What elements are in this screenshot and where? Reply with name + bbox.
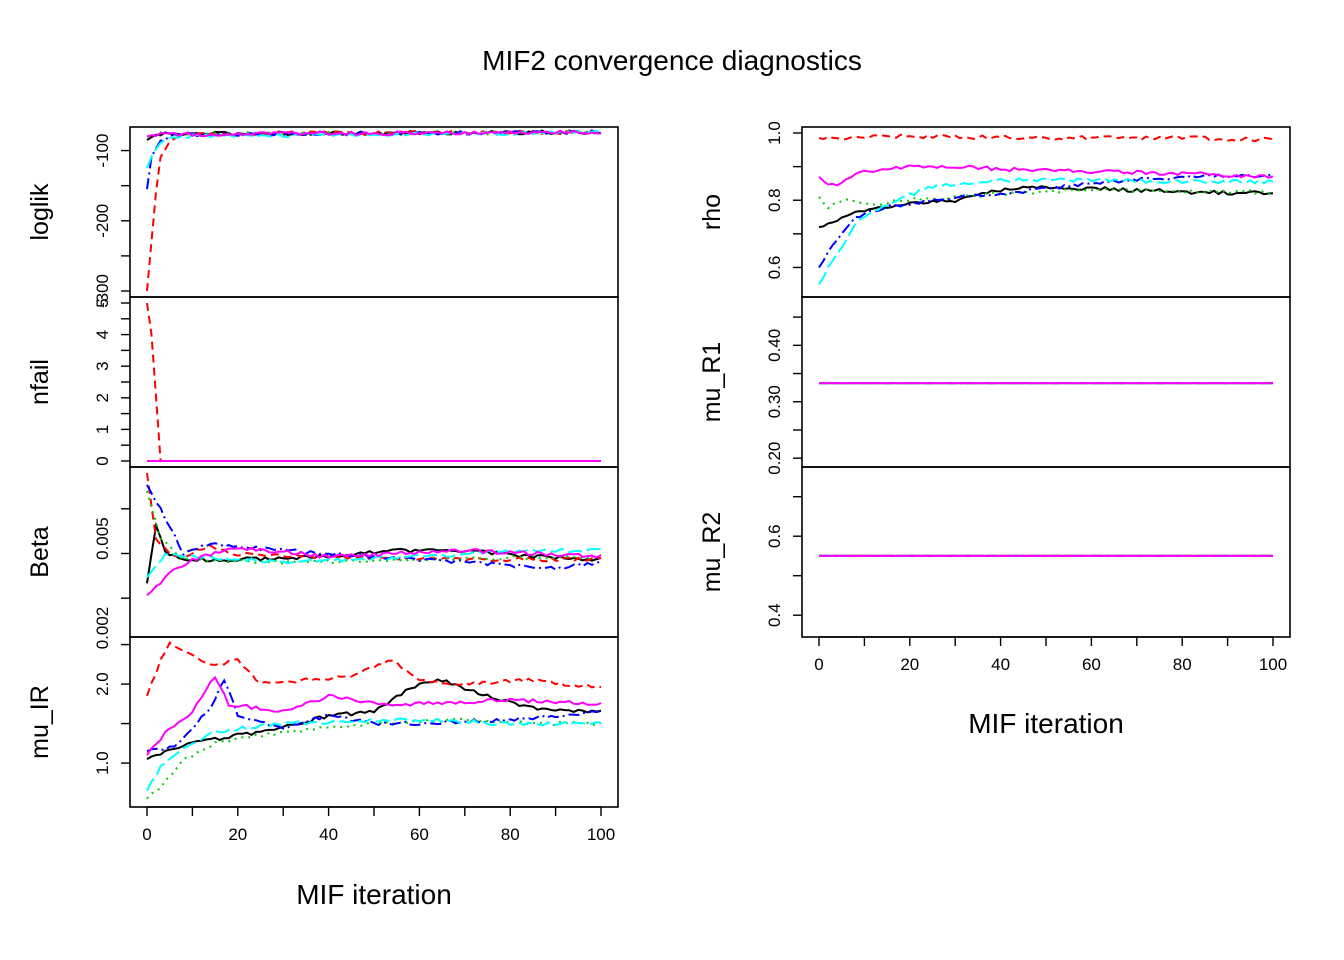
y-tick-label: 0.002 [93,607,112,650]
y-axis-label: rho [698,194,726,230]
series-line-1 [146,678,602,760]
y-tick-label: 1 [93,425,112,434]
y-tick-label: 2.0 [93,672,112,696]
series-line-6 [818,164,1274,187]
series-line-5 [146,717,602,792]
x-tick-label: 60 [410,825,429,844]
series-line-6 [146,546,602,596]
panel-mu_IR: 1.0 2.0 mu_IR 0 20 40 60 80 100 [26,636,619,844]
x-axis-label-left: MIF iteration [296,879,452,910]
series-line-5 [818,177,1274,285]
y-axis-label: Beta [26,526,54,578]
x-tick-label: 40 [319,825,338,844]
x-tick-label: 80 [1173,655,1192,674]
x-tick-label: 20 [228,825,247,844]
y-tick-label: 0 [93,456,112,465]
x-tick-label: 80 [501,825,520,844]
x-tick-label: 0 [142,825,151,844]
panel-rho: 0.6 0.8 1.0 rho [698,121,1291,298]
x-axis-label-right: MIF iteration [968,708,1124,739]
series-line-3 [818,187,1274,210]
y-tick-label: 0.4 [765,603,784,627]
series-line-2 [818,133,1274,143]
y-axis-label: mu_IR [26,685,54,759]
series-line-4 [146,484,602,571]
x-tick-label: 20 [900,655,919,674]
series-line-6 [146,129,602,138]
y-tick-label: 0.8 [765,188,784,212]
y-tick-label: 0.30 [765,385,784,418]
y-tick-label: 3 [93,361,112,370]
y-axis-label: nfail [26,359,54,405]
series-group [146,302,601,462]
y-tick-label: 0.40 [765,329,784,362]
y-axis-label: mu_R1 [698,342,726,423]
y-tick-label: -300 [93,274,112,308]
series-group [146,641,602,800]
y-tick-label: 5 [93,298,112,307]
y-tick-label: 1.0 [93,751,112,775]
series-line-4 [146,678,602,753]
y-tick-label: 2 [93,393,112,402]
panel-mu_R2: 0.4 0.6 mu_R2 0 20 40 60 80 100 [698,466,1291,674]
series-group [146,472,602,596]
panel-mu_R1: 0.20 0.30 0.40 mu_R1 [698,296,1291,475]
x-tick-label: 60 [1082,655,1101,674]
series-line-4 [818,173,1274,269]
x-tick-label: 0 [814,655,823,674]
series-group [146,129,602,292]
y-tick-label: 0.005 [93,517,112,560]
series-line-5 [146,547,601,578]
y-tick-label: 4 [93,330,112,339]
x-tick-label: 100 [1259,655,1287,674]
y-tick-label: 0.6 [765,524,784,548]
y-axis-label: mu_R2 [698,512,726,593]
x-tick-label: 40 [991,655,1010,674]
y-tick-label: 0.6 [765,256,784,280]
series-line-3 [146,490,602,566]
y-tick-label: 0.20 [765,442,784,475]
figure-title: MIF2 convergence diagnostics [482,45,862,76]
y-tick-label: -100 [93,134,112,168]
y-tick-label: 1.0 [765,121,784,145]
series-group [818,133,1274,285]
y-tick-label: -200 [93,204,112,238]
y-axis-label: loglik [26,183,54,240]
series-line-6 [146,675,602,756]
panels: -300 -200 -100 loglik 0 1 2 3 4 5 nfail 0.002 0.005 B… [26,121,1291,844]
x-tick-label: 100 [587,825,615,844]
